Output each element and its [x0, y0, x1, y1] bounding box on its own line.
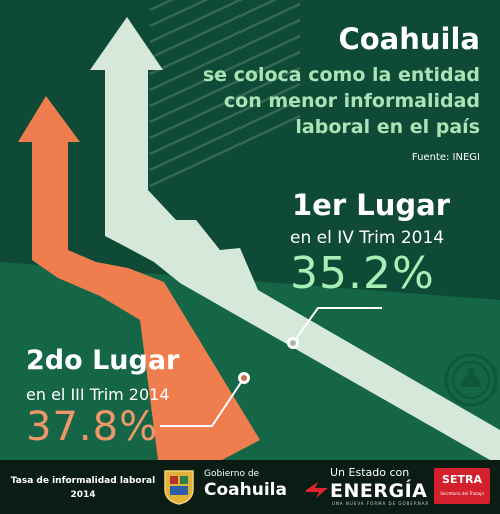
- footer-caption-line: Tasa de informalidad laboral: [10, 476, 156, 486]
- page-title: Coahuila: [338, 22, 480, 56]
- subtitle-line: se coloca como la entidad: [202, 64, 480, 86]
- setra-logo: [434, 468, 490, 504]
- footer-caption-line: 2014: [70, 490, 96, 500]
- background-graphic: [0, 0, 500, 460]
- setra-logo-subtitle: Secretaría del Trabajo: [440, 491, 484, 496]
- second-place-period: en el III Trim 2014: [26, 385, 170, 404]
- source-note: Fuente: INEGI: [411, 152, 480, 163]
- orange-arrow: [18, 96, 260, 460]
- second-place-heading: 2do Lugar: [26, 345, 180, 376]
- light-arrow: [90, 17, 500, 460]
- first-place-heading: 1er Lugar: [292, 188, 450, 222]
- first-place-period: en el IV Trim 2014: [290, 228, 445, 248]
- second-place-value: 37.8%: [26, 404, 159, 450]
- diagonal-stripes: [149, 0, 301, 188]
- estado-logo-tagline: UNA NUEVA FORMA DE GOBERNAR: [332, 501, 430, 506]
- footer-bar: Tasa de informalidad laboral 2014 Gobier…: [0, 460, 500, 514]
- connector-second: [160, 372, 250, 427]
- estado-logo-name: ENERGÍA: [330, 480, 428, 502]
- subtitle-line: laboral en el país: [295, 116, 480, 138]
- connector-first: [287, 307, 382, 349]
- subtitle-line: con menor informalidad: [223, 90, 480, 112]
- gobierno-shield-icon: [164, 470, 194, 505]
- background-lower-band: [0, 262, 500, 460]
- page-subtitle: se coloca como la entidad con menor info…: [150, 62, 480, 140]
- estado-logo-small: Un Estado con: [330, 466, 410, 479]
- sheep-emblem-icon: [444, 353, 498, 407]
- first-place-value: 35.2%: [290, 248, 435, 299]
- gobierno-logo-small: Gobierno de: [204, 469, 260, 479]
- setra-logo-name: SETRA: [442, 473, 482, 486]
- energia-logo-icon: [306, 482, 328, 498]
- footer-caption: Tasa de informalidad laboral 2014: [8, 474, 158, 502]
- gobierno-logo-name: Coahuila: [204, 480, 287, 500]
